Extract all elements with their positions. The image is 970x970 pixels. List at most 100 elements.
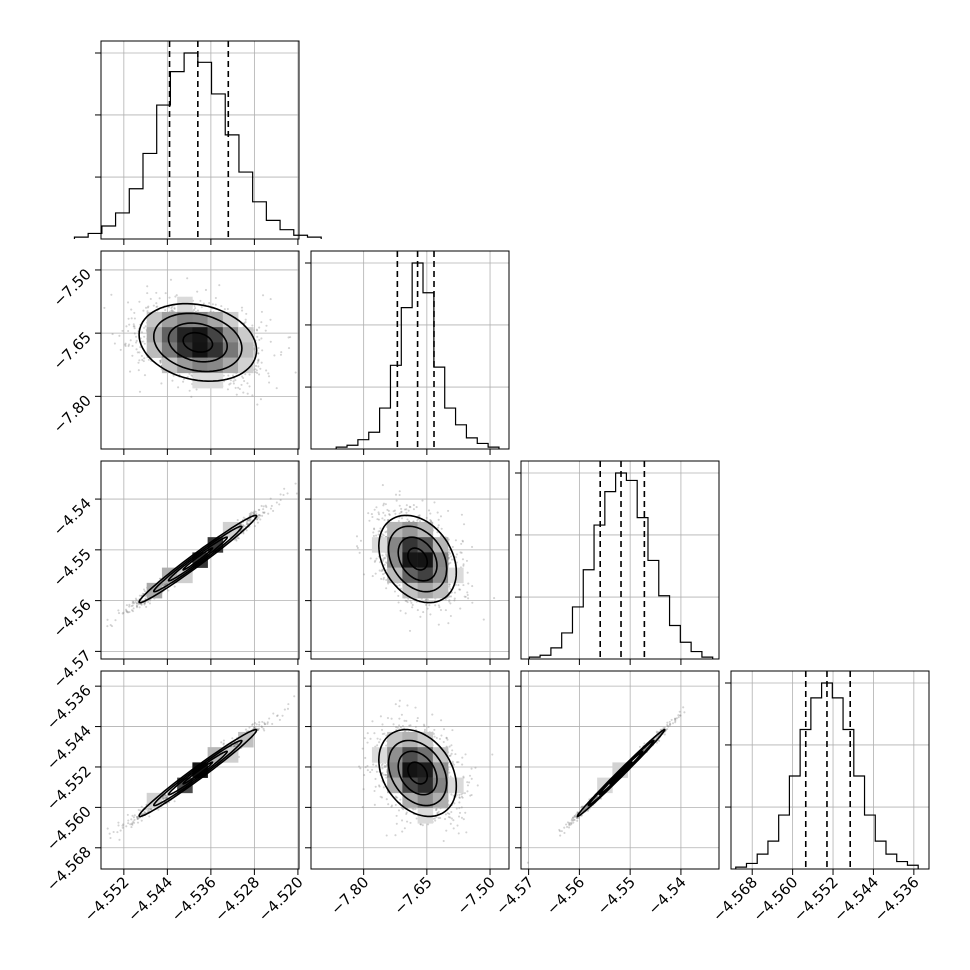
scatter-point — [254, 371, 257, 374]
scatter-point — [135, 602, 138, 605]
scatter-point — [126, 301, 130, 304]
scatter-point — [147, 305, 150, 308]
scatter-point — [257, 516, 260, 519]
scatter-point — [429, 518, 432, 522]
scatter-point — [142, 326, 146, 329]
scatter-point — [381, 723, 384, 726]
scatter-point — [674, 719, 677, 722]
scatter-point — [113, 342, 116, 345]
contour-level-1 — [598, 750, 644, 796]
scatter-point — [130, 308, 133, 311]
x-tick-label: −4.536 — [168, 873, 220, 925]
scatter-point — [401, 724, 404, 728]
scatter-point — [452, 827, 455, 830]
scatter-point — [257, 360, 260, 363]
scatter-point — [265, 369, 268, 372]
scatter-point — [405, 511, 408, 514]
scatter-point — [356, 546, 359, 549]
scatter-point — [404, 612, 407, 615]
scatter-point — [127, 822, 130, 825]
scatter-point — [679, 714, 682, 717]
scatter-point — [398, 584, 401, 587]
scatter-point — [437, 816, 440, 820]
scatter-point — [461, 756, 464, 759]
scatter-point — [451, 760, 454, 763]
scatter-point — [385, 555, 388, 558]
scatter-point — [406, 518, 409, 521]
scatter-point — [415, 817, 418, 820]
scatter-point — [375, 506, 378, 509]
scatter-point — [471, 585, 474, 588]
scatter-point — [247, 519, 250, 522]
scatter-point — [255, 723, 258, 726]
x-tick-label: −4.54 — [645, 873, 690, 918]
scatter-point — [133, 332, 136, 335]
scatter-point — [438, 737, 441, 741]
scatter-point — [455, 553, 458, 556]
scatter-point — [248, 373, 251, 376]
scatter-point — [573, 814, 577, 817]
scatter-point — [234, 744, 237, 747]
scatter-point — [384, 531, 387, 534]
histogram-panel-param-3 — [730, 670, 930, 870]
scatter-point — [571, 819, 574, 822]
scatter-point — [398, 705, 401, 708]
scatter-point — [121, 826, 124, 829]
scatter-point — [118, 334, 121, 337]
scatter-point — [411, 606, 414, 609]
scatter-point — [282, 493, 285, 497]
scatter-point — [266, 721, 269, 724]
scatter-point — [135, 335, 138, 338]
scatter-point — [171, 379, 174, 382]
scatter-point — [467, 582, 470, 585]
scatter-point — [456, 824, 459, 827]
scatter-point — [164, 796, 167, 799]
scatter-point — [667, 725, 670, 728]
scatter-point — [119, 348, 122, 351]
scatter-point — [125, 825, 128, 828]
scatter-point — [392, 723, 395, 726]
scatter-point — [278, 718, 281, 721]
contour-level-0 — [407, 547, 429, 571]
density-cell — [146, 342, 163, 358]
scatter-point — [239, 523, 242, 526]
scatter-point — [137, 369, 140, 372]
scatter-point — [233, 745, 236, 748]
scatter-point — [261, 511, 265, 514]
scatter-point — [376, 737, 379, 740]
scatter-point — [253, 725, 256, 728]
scatter-point — [387, 509, 390, 512]
y-tick-label: −4.55 — [50, 545, 95, 590]
scatter-point — [133, 821, 136, 824]
scatter-point — [265, 506, 268, 509]
scatter-point — [445, 736, 448, 739]
scatter-point — [374, 785, 377, 788]
scatter-point — [130, 826, 133, 829]
density-cell — [192, 327, 208, 343]
scatter-point — [414, 706, 417, 709]
scatter-point — [131, 814, 134, 817]
scatter-point — [392, 510, 395, 513]
scatter-point — [208, 301, 211, 305]
scatter-point — [131, 354, 134, 357]
contour-level-1 — [397, 536, 438, 582]
scatter-point — [140, 340, 143, 343]
scatter-point — [385, 587, 388, 590]
scatter-point — [234, 386, 237, 389]
scatter-point — [226, 388, 229, 391]
scatter-frame-2-3 — [520, 670, 720, 870]
scatter-point — [146, 306, 149, 309]
scatter-point — [471, 601, 474, 604]
scatter-point — [409, 506, 412, 509]
scatter-point — [141, 592, 144, 595]
scatter-point — [162, 584, 165, 587]
scatter-point — [135, 604, 138, 607]
scatter-point — [271, 722, 274, 726]
scatter-point — [381, 762, 384, 765]
scatter-point — [247, 518, 250, 521]
scatter-point — [161, 582, 165, 585]
scatter-point — [143, 374, 147, 377]
scatter-point — [259, 398, 262, 401]
scatter-point — [449, 775, 452, 778]
scatter-point — [211, 303, 214, 306]
